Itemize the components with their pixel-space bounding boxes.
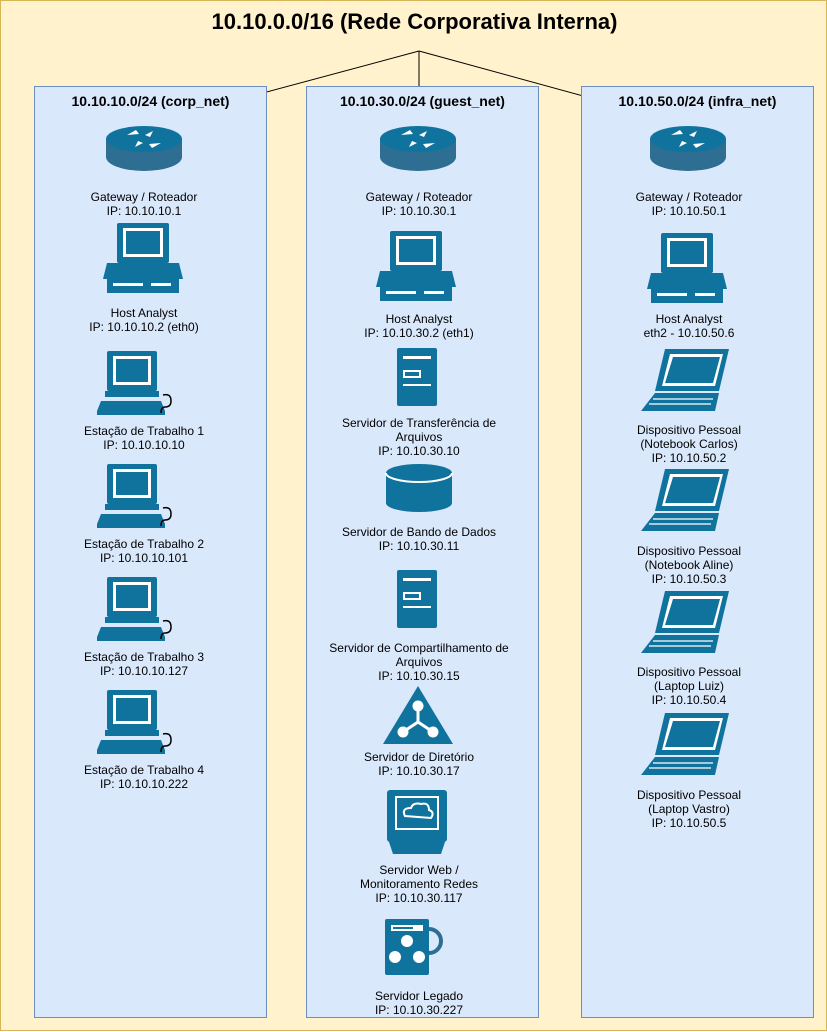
device-label-line: IP: 10.10.50.5 [651, 816, 727, 830]
device-label-line: (Notebook Carlos) [640, 437, 738, 451]
device-label-line: Arquivos [395, 430, 443, 444]
device-label: Dispositivo Pessoal (Laptop Vastro) IP: 10… [589, 788, 789, 830]
device-label-line: Dispositivo Pessoal [636, 665, 742, 679]
device-label-line: IP: 10.10.50.2 [651, 451, 727, 465]
server-tower-icon [397, 570, 437, 628]
device-label-line: Servidor Legado [374, 989, 464, 1003]
device-label-line: IP: 10.10.30.1 [381, 204, 457, 218]
device-label: Estação de Trabalho 3 IP: 10.10.10.127 [44, 650, 244, 678]
device-label-line: IP: 10.10.50.3 [651, 572, 727, 586]
workstation-icon [95, 351, 175, 417]
device-label-line: Servidor Web / [379, 863, 459, 877]
device-label-line: (Notebook Aline) [644, 558, 734, 572]
device-label-line: Dispositivo Pessoal [636, 544, 742, 558]
router-icon [105, 125, 183, 173]
device-label: Servidor de Diretório IP: 10.10.30.17 [309, 750, 529, 778]
device-label-line: Servidor de Diretório [363, 750, 475, 764]
device-label-line: (Laptop Vastro) [648, 802, 730, 816]
device-label-line: Gateway / Roteador [365, 190, 473, 204]
device-label-line: IP: 10.10.10.222 [99, 777, 189, 791]
device-label-line: IP: 10.10.50.4 [651, 693, 727, 707]
legacy-server-icon [381, 919, 445, 975]
web-monitor-icon [387, 790, 447, 856]
workstation-icon [95, 690, 175, 756]
device-label: Host Analyst eth2 - 10.10.50.6 [589, 312, 789, 340]
device-label-line: Host Analyst [110, 306, 178, 320]
device-label-line: IP: 10.10.30.227 [374, 1003, 464, 1017]
device-label: Dispositivo Pessoal (Notebook Carlos) IP: … [589, 423, 789, 465]
device-label-line: eth2 - 10.10.50.6 [643, 326, 735, 340]
device-label-line: Host Analyst [385, 312, 453, 326]
device-label-line: (Laptop Luiz) [653, 679, 725, 693]
device-label: Servidor Legado IP: 10.10.30.227 [309, 989, 529, 1017]
device-label-line: IP: 10.10.10.127 [99, 664, 189, 678]
laptop-icon [639, 591, 729, 655]
device-label-line: Servidor de Compartilhamento de [329, 641, 509, 655]
device-label-line: Gateway / Roteador [90, 190, 198, 204]
device-label-line: Dispositivo Pessoal [636, 423, 742, 437]
laptop-icon [639, 469, 729, 533]
device-label-line: IP: 10.10.30.10 [378, 444, 460, 458]
device-label: Estação de Trabalho 1 IP: 10.10.10.10 [44, 424, 244, 452]
device-label-line: IP: 10.10.10.2 (eth0) [89, 320, 199, 334]
desktop-computer-icon [103, 223, 183, 295]
server-tower-icon [397, 348, 437, 406]
device-label-line: IP: 10.10.30.15 [378, 669, 460, 683]
device-label-line: Dispositivo Pessoal [636, 788, 742, 802]
device-label-line: Servidor de Transferência de [341, 416, 497, 430]
router-icon [379, 125, 457, 173]
device-label-line: Estação de Trabalho 1 [83, 424, 205, 438]
device-label: Gateway / Roteador IP: 10.10.30.1 [309, 190, 529, 218]
device-label: Servidor de Compartilhamento de Arquivos I… [309, 641, 529, 683]
device-label: Host Analyst IP: 10.10.30.2 (eth1) [309, 312, 529, 340]
device-label: Gateway / Roteador IP: 10.10.10.1 [44, 190, 244, 218]
device-label: Servidor de Bando de Dados IP: 10.10.30.1… [309, 525, 529, 553]
device-label-line: Servidor de Bando de Dados [341, 525, 497, 539]
subnet-title-corp: 10.10.10.0/24 (corp_net) [71, 93, 230, 109]
desktop-computer-icon [647, 233, 727, 305]
device-label-line: IP: 10.10.30.2 (eth1) [364, 326, 474, 340]
device-label-line: IP: 10.10.10.101 [99, 551, 189, 565]
device-label-line: Estação de Trabalho 4 [83, 763, 205, 777]
device-label-line: IP: 10.10.30.117 [375, 891, 463, 905]
device-label: Estação de Trabalho 4 IP: 10.10.10.222 [44, 763, 244, 791]
device-label-line: IP: 10.10.10.1 [106, 204, 182, 218]
directory-server-icon [383, 686, 453, 746]
device-label: Servidor Web / Monitoramento Redes IP: 10.… [309, 863, 529, 905]
device-label-line: IP: 10.10.10.10 [103, 438, 185, 452]
device-label: Estação de Trabalho 2 IP: 10.10.10.101 [44, 537, 244, 565]
device-label-line: IP: 10.10.50.1 [651, 204, 727, 218]
desktop-computer-icon [376, 231, 456, 303]
device-label-line: IP: 10.10.30.17 [378, 764, 460, 778]
device-label-line: Monitoramento Redes [359, 877, 479, 891]
database-icon [385, 463, 453, 513]
subnet-title-guest: 10.10.30.0/24 (guest_net) [340, 93, 505, 109]
device-label: Host Analyst IP: 10.10.10.2 (eth0) [44, 306, 244, 334]
workstation-icon [95, 577, 175, 643]
device-label-line: Host Analyst [655, 312, 723, 326]
device-label: Servidor de Transferência de Arquivos IP: … [309, 416, 529, 458]
device-label: Dispositivo Pessoal (Notebook Aline) IP: 1… [589, 544, 789, 586]
device-label: Gateway / Roteador IP: 10.10.50.1 [589, 190, 789, 218]
workstation-icon [95, 464, 175, 530]
laptop-icon [639, 349, 729, 413]
device-label-line: Arquivos [395, 655, 443, 669]
diagram-title: 10.10.0.0/16 (Rede Corporativa Interna) [211, 9, 618, 34]
router-icon [649, 125, 727, 173]
subnet-title-infra: 10.10.50.0/24 (infra_net) [618, 93, 777, 109]
device-label: Dispositivo Pessoal (Laptop Luiz) IP: 10.1… [589, 665, 789, 707]
device-label-line: Estação de Trabalho 2 [83, 537, 205, 551]
device-label-line: Gateway / Roteador [635, 190, 743, 204]
laptop-icon [639, 713, 729, 777]
device-label-line: IP: 10.10.30.11 [378, 539, 460, 553]
device-label-line: Estação de Trabalho 3 [83, 650, 205, 664]
